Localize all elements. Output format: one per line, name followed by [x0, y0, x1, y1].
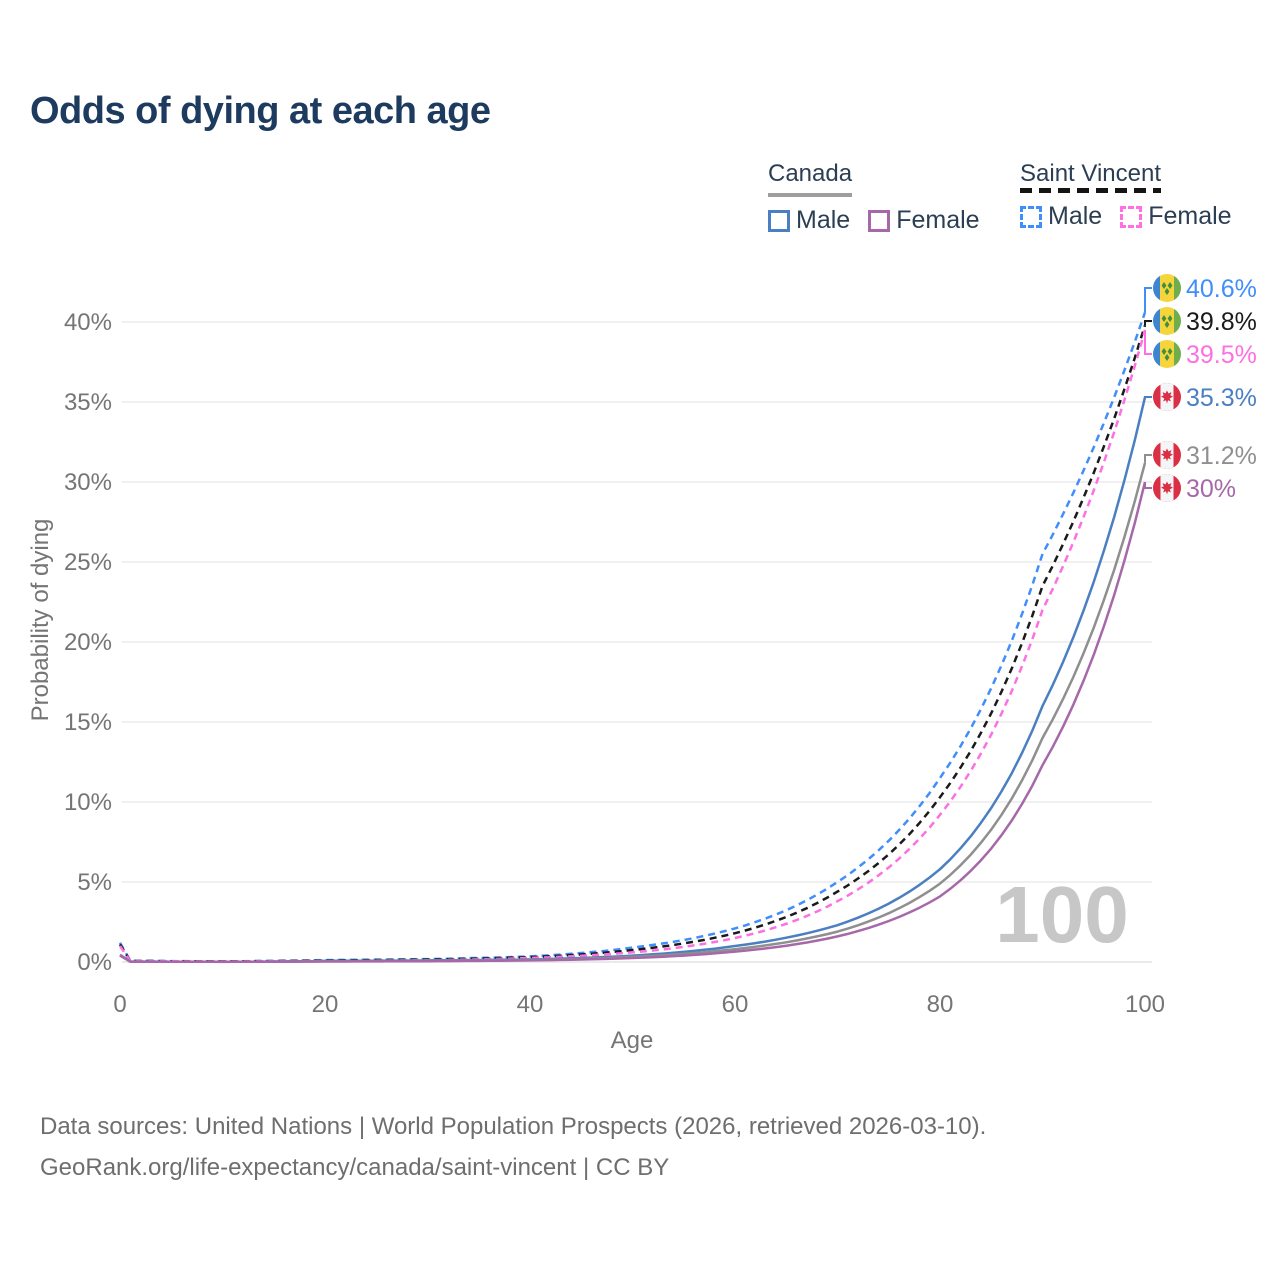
connector-sv_female [1144, 330, 1152, 355]
x-axis-tick-labels: 0 20 40 60 80 100 [113, 991, 1165, 1018]
y-axis-title: Probability of dying [27, 519, 54, 722]
series-lines [118, 311, 1147, 964]
connector-ca_both [1144, 454, 1152, 463]
y-tick-label: 5% [77, 869, 112, 896]
series-line-sv_female[interactable] [118, 329, 1147, 963]
legend: Canada Male Female Saint Vincent Male [0, 160, 1280, 240]
source-line-1: Data sources: United Nations | World Pop… [40, 1113, 987, 1140]
saint-vincent-flag-icon [1153, 274, 1181, 302]
x-axis-title: Age [611, 1027, 654, 1054]
canada-female-swatch-icon [868, 209, 891, 232]
connector-sv_male [1144, 287, 1152, 313]
source-line-2: GeoRank.org/life-expectancy/canada/saint… [40, 1154, 670, 1181]
end-label-ca_both: 31.2% [1186, 442, 1257, 470]
legend-item-canada-male[interactable]: Male [768, 206, 850, 235]
x-tick-label: 80 [927, 991, 954, 1018]
legend-saint-vincent-male-label: Male [1048, 202, 1103, 230]
canada-flag-icon [1153, 474, 1181, 502]
legend-canada-row: Male Female [768, 206, 998, 235]
end-label-ca_female: 30% [1186, 475, 1236, 503]
y-tick-label: 40% [64, 309, 112, 336]
connector-ca_female [1144, 482, 1152, 489]
y-tick-label: 0% [77, 949, 112, 976]
y-tick-label: 15% [64, 709, 112, 736]
end-label-ca_male: 35.3% [1186, 384, 1257, 412]
legend-group-canada: Canada Male Female [768, 160, 998, 235]
legend-group-saint-vincent: Saint Vincent Male Female [1020, 160, 1250, 231]
end-label-sv_both: 39.8% [1186, 308, 1257, 336]
canada-flag-icon [1153, 441, 1181, 469]
y-tick-label: 35% [64, 389, 112, 416]
x-tick-label: 40 [517, 991, 544, 1018]
y-tick-label: 30% [64, 469, 112, 496]
legend-saint-vincent-row: Male Female [1020, 202, 1250, 231]
saint-vincent-flag-icon [1153, 307, 1181, 335]
y-axis-tick-labels: 0% 5% 10% 15% 20% 25% 30% 35% 40% [64, 309, 112, 976]
series-line-sv_male[interactable] [118, 311, 1147, 963]
x-tick-label: 20 [312, 991, 339, 1018]
x-tick-label: 0 [113, 991, 126, 1018]
x-tick-label: 100 [1125, 991, 1165, 1018]
legend-item-canada-female[interactable]: Female [868, 206, 980, 235]
canada-flag-icon [1153, 383, 1181, 411]
series-line-sv_both[interactable] [118, 324, 1147, 963]
series-line-ca_female[interactable] [119, 481, 1147, 964]
end-label-sv_male: 40.6% [1186, 275, 1257, 303]
page-title: Odds of dying at each age [30, 90, 491, 132]
gridlines [122, 321, 1152, 963]
source-attribution: Data sources: United Nations | World Pop… [40, 1106, 986, 1188]
legend-canada-male-label: Male [796, 206, 851, 234]
connector-sv_both [1144, 320, 1152, 326]
age-watermark: 100 [995, 870, 1128, 959]
y-tick-label: 20% [64, 629, 112, 656]
legend-item-saint-vincent-female[interactable]: Female [1120, 202, 1232, 231]
end-label-connectors [1144, 287, 1152, 489]
saint-vincent-female-swatch-icon [1120, 205, 1143, 228]
end-labels: 40.6% 39.8% 39.5% 35.3% 31.2% 30% [1153, 274, 1257, 503]
end-label-sv_female: 39.5% [1186, 341, 1257, 369]
legend-item-saint-vincent-male[interactable]: Male [1020, 202, 1102, 231]
saint-vincent-male-swatch-icon [1020, 205, 1042, 228]
y-tick-label: 25% [64, 549, 112, 576]
canada-male-swatch-icon [768, 209, 790, 232]
legend-canada-heading: Canada [768, 160, 853, 197]
legend-saint-vincent-female-label: Female [1148, 202, 1232, 230]
saint-vincent-flag-icon [1153, 340, 1181, 368]
legend-saint-vincent-heading: Saint Vincent [1020, 160, 1161, 193]
x-tick-label: 60 [722, 991, 749, 1018]
legend-canada-female-label: Female [896, 206, 980, 234]
y-tick-label: 10% [64, 789, 112, 816]
